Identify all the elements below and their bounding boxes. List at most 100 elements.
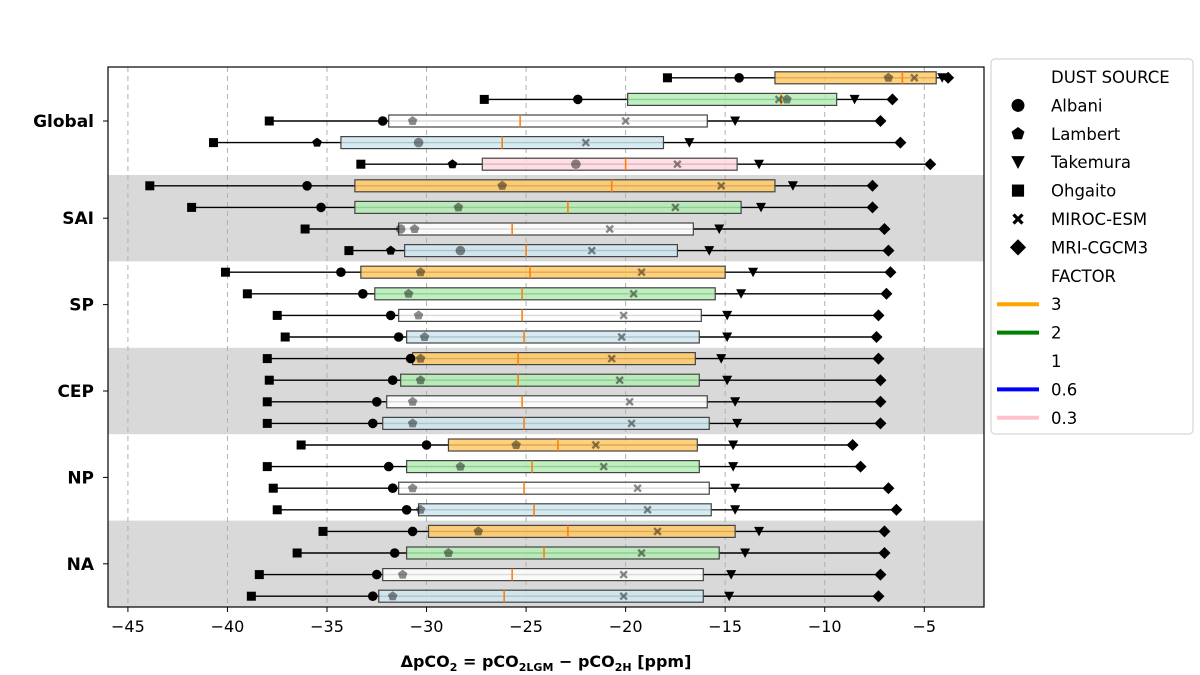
box: [388, 114, 708, 128]
lambert-marker: [413, 310, 424, 320]
row-global-factor-0.3: [356, 157, 937, 171]
mri-cgcm3-marker: [872, 309, 885, 322]
mri-cgcm3-marker: [894, 136, 907, 149]
miroc-esm-marker: [625, 397, 634, 406]
x-label-part: 2: [450, 661, 458, 674]
mri-cgcm3-marker: [882, 482, 895, 495]
ohgaito-marker: [268, 483, 278, 493]
takemura-marker: [684, 138, 695, 148]
x-label-part: [ppm]: [632, 652, 692, 671]
box: [398, 481, 710, 495]
data-rows: [145, 71, 955, 603]
legend-takemura-label: Takemura: [1050, 153, 1131, 172]
miroc-esm-marker: [633, 484, 642, 493]
box: [386, 395, 708, 409]
box: [774, 71, 937, 85]
albani-marker: [383, 461, 394, 472]
miroc-esm-marker: [671, 203, 680, 212]
takemura-marker: [714, 224, 725, 234]
x-label-part: − pCO: [553, 652, 614, 671]
legend-factor-1-label: 1: [1051, 352, 1062, 371]
takemura-marker: [849, 94, 860, 105]
albani-marker: [316, 202, 326, 213]
row-na-factor-2: [292, 546, 891, 560]
lambert-marker: [883, 72, 894, 82]
row-cep-factor-2: [264, 373, 887, 387]
ohgaito-marker: [262, 354, 272, 364]
albani-marker: [377, 116, 388, 126]
takemura-marker: [722, 310, 733, 321]
box: [427, 524, 736, 539]
legend-ohgaito-icon: [1011, 184, 1025, 197]
takemura-marker: [732, 418, 743, 429]
legend-lambert-label: Lambert: [1051, 125, 1121, 144]
albani-marker: [571, 159, 581, 169]
lambert-marker: [407, 396, 418, 406]
ohgaito-marker: [292, 548, 302, 558]
row-sp-factor-2: [242, 287, 893, 301]
box: [360, 265, 726, 279]
mri-cgcm3-marker: [872, 352, 885, 365]
legend: DUST SOURCE Albani Lambert Takemura Ohgaito M…: [990, 58, 1194, 435]
mri-cgcm3-marker: [846, 439, 859, 451]
lambert-marker: [386, 245, 396, 255]
box: [406, 546, 720, 560]
albani-marker: [405, 353, 416, 364]
miroc-esm-marker: [615, 376, 624, 385]
ohgaito-marker: [262, 462, 272, 472]
ohgaito-marker: [246, 591, 256, 601]
lambert-marker: [782, 94, 792, 104]
box: [378, 589, 704, 603]
legend-factor-2-label: 2: [1051, 324, 1062, 343]
row-cep-factor-1: [262, 395, 887, 409]
lambert-marker: [415, 375, 426, 385]
lambert-marker: [403, 288, 414, 298]
albani-marker: [734, 73, 744, 83]
box: [400, 373, 700, 387]
miroc-esm-marker: [605, 224, 614, 234]
row-sp-factor-1: [272, 308, 885, 322]
lambert-marker: [387, 591, 398, 601]
lambert-marker: [511, 440, 521, 449]
box: [398, 222, 694, 236]
takemura-marker: [704, 246, 715, 256]
takemura-marker: [736, 289, 747, 299]
row-global-factor-0.6: [209, 136, 907, 150]
miroc-esm-marker: [910, 73, 919, 82]
albani-marker: [389, 548, 400, 558]
box: [447, 438, 698, 452]
ohgaito-marker: [220, 267, 230, 277]
x-tick-label: −45: [111, 617, 145, 636]
albani-marker: [336, 267, 346, 278]
ohgaito-marker: [145, 181, 155, 191]
miroc-esm-marker: [653, 527, 662, 536]
mri-cgcm3-marker: [854, 460, 867, 473]
box: [412, 352, 696, 366]
albani-marker: [573, 94, 583, 105]
legend-title-dust-source: DUST SOURCE: [1051, 68, 1170, 87]
ohgaito-marker: [187, 202, 197, 212]
lambert-marker: [407, 418, 418, 428]
lambert-marker: [455, 461, 466, 471]
row-sp-factor-3: [220, 265, 897, 279]
takemura-marker: [787, 181, 798, 191]
row-na-factor-1: [254, 567, 887, 582]
miroc-esm-marker: [581, 138, 591, 147]
ohgaito-marker: [242, 289, 252, 299]
legend-factor-0.6-label: 0.6: [1051, 380, 1077, 399]
ohgaito-marker: [209, 138, 219, 148]
miroc-esm-marker: [629, 289, 638, 298]
miroc-esm-marker: [619, 570, 628, 579]
x-axis: −45 −40 −35 −30 −25 −20 −15 −10 −5: [111, 607, 936, 636]
ohgaito-marker: [479, 94, 489, 104]
albani-marker: [387, 375, 398, 386]
mri-cgcm3-marker: [886, 93, 899, 106]
lambert-marker: [419, 332, 430, 341]
x-label-part: ΔpCO: [401, 652, 450, 671]
region-label-cep: CEP: [57, 382, 94, 402]
box: [398, 308, 702, 322]
x-axis-label: ΔpCO2 = pCO2LGM − pCO2H [ppm]: [401, 652, 692, 674]
legend-miroc-esm-icon: [1012, 213, 1024, 225]
lambert-marker: [415, 353, 426, 363]
mri-cgcm3-marker: [924, 158, 937, 171]
